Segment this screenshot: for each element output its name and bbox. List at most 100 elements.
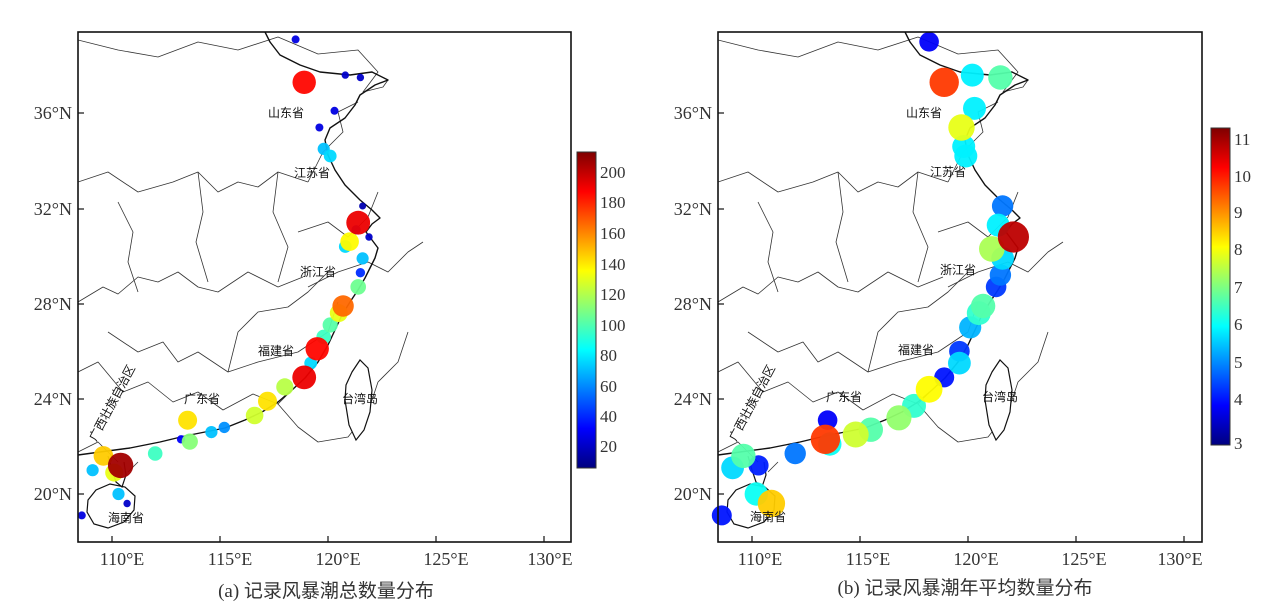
x-tick-110-b: 110°E xyxy=(738,549,783,569)
station-marker-b-29 xyxy=(842,421,869,448)
station-marker-b-23 xyxy=(988,65,1013,90)
station-marker-b-26 xyxy=(731,443,756,469)
province-label-shandong-b: 山东省 xyxy=(906,106,942,120)
map-a-basemap xyxy=(78,32,424,529)
y-tick-labels-b: 36°N 32°N 28°N 24°N 20°N xyxy=(674,103,712,504)
station-marker-b-14 xyxy=(960,63,984,87)
x-tick-130: 130°E xyxy=(527,549,572,569)
station-marker-b-27 xyxy=(886,405,912,431)
cb-b-tick-5: 5 xyxy=(1234,353,1243,372)
station-marker-a-37 xyxy=(346,210,371,235)
cb-b-tick-9: 9 xyxy=(1234,203,1243,222)
province-label-hainan-b: 海南省 xyxy=(750,509,786,524)
station-marker-a-25 xyxy=(181,433,198,450)
station-marker-b-7 xyxy=(991,195,1014,217)
province-label-taiwan-b: 台湾岛 xyxy=(982,389,1018,404)
cb-b-tick-7: 7 xyxy=(1234,278,1243,297)
station-marker-b-17 xyxy=(954,144,978,168)
cb-a-tick-40: 40 xyxy=(600,407,617,426)
map-b-frame xyxy=(717,31,1203,543)
colorbar-b-gradient xyxy=(1210,127,1231,446)
taiwan-a xyxy=(344,359,373,442)
station-marker-a-24 xyxy=(350,279,367,295)
x-tick-labels-b: 110°E 115°E 120°E 125°E 130°E xyxy=(738,549,1203,569)
caption-a: (a) 记录风暴潮总数量分布 xyxy=(218,580,434,602)
province-label-guangdong: 广东省 xyxy=(184,392,220,406)
map-b-basemap xyxy=(718,32,1064,529)
x-tick-120-b: 120°E xyxy=(953,549,998,569)
station-marker-b-24 xyxy=(970,293,996,319)
station-marker-a-38 xyxy=(292,365,317,390)
station-marker-a-3 xyxy=(365,233,373,241)
taiwan-b xyxy=(984,359,1013,442)
station-marker-b-9 xyxy=(784,442,806,465)
cb-b-tick-6: 6 xyxy=(1234,315,1243,334)
x-tick-125: 125°E xyxy=(423,549,468,569)
station-marker-a-18 xyxy=(323,149,337,163)
station-marker-b-8 xyxy=(989,264,1012,286)
province-label-jiangsu: 江苏省 xyxy=(294,166,330,180)
x-tick-labels-a: 110°E 115°E 120°E 125°E 130°E xyxy=(100,549,573,569)
province-label-fujian-b: 福建省 xyxy=(898,342,934,357)
station-marker-a-4 xyxy=(123,499,131,508)
station-marker-a-27 xyxy=(245,406,264,425)
cb-a-tick-20: 20 xyxy=(600,437,617,456)
x-tick-110: 110°E xyxy=(100,549,145,569)
cb-b-tick-4: 4 xyxy=(1234,390,1243,409)
y-tick-28: 28°N xyxy=(34,294,72,314)
colorbar-a xyxy=(576,151,597,469)
station-marker-a-23 xyxy=(322,317,338,333)
province-label-zhejiang-b: 浙江省 xyxy=(940,263,976,277)
station-marker-a-22 xyxy=(147,446,163,461)
colorbar-a-gradient xyxy=(576,151,597,469)
y-tick-32: 32°N xyxy=(34,199,72,219)
station-marker-b-12 xyxy=(948,351,971,375)
stations-a xyxy=(77,35,373,520)
station-marker-a-12 xyxy=(218,421,230,434)
station-marker-b-33 xyxy=(929,67,959,98)
station-marker-a-14 xyxy=(356,252,369,265)
cb-b-tick-3: 3 xyxy=(1234,434,1243,453)
station-marker-a-17 xyxy=(112,487,125,501)
province-label-fujian: 福建省 xyxy=(258,343,294,358)
x-tick-115: 115°E xyxy=(208,549,253,569)
x-ticks-b xyxy=(751,536,1185,542)
station-marker-b-28 xyxy=(979,236,1005,262)
y-tick-20-b: 20°N xyxy=(674,484,712,504)
cb-a-tick-180: 180 xyxy=(600,193,626,212)
province-label-zhejiang: 浙江省 xyxy=(300,265,336,279)
panel-b: 山东省 江苏省 浙江省 福建省 广东省 台湾岛 海南省 广西壮族自治区 110°… xyxy=(674,31,1251,599)
station-marker-a-33 xyxy=(93,446,114,466)
station-marker-a-0 xyxy=(359,202,367,210)
y-tick-24-b: 24°N xyxy=(674,389,712,409)
stations-b xyxy=(711,32,1029,526)
y-tick-24: 24°N xyxy=(34,389,72,409)
y-ticks-a xyxy=(78,112,84,495)
station-marker-b-3 xyxy=(711,505,732,526)
x-tick-120: 120°E xyxy=(315,549,360,569)
station-marker-a-8 xyxy=(77,511,86,520)
cb-a-tick-120: 120 xyxy=(600,285,626,304)
station-marker-a-1 xyxy=(341,71,349,79)
y-tick-36-b: 36°N xyxy=(674,103,712,123)
cb-a-tick-80: 80 xyxy=(600,346,617,365)
province-label-hainan: 海南省 xyxy=(108,510,144,525)
cb-b-tick-8: 8 xyxy=(1234,240,1243,259)
y-tick-32-b: 32°N xyxy=(674,199,712,219)
station-marker-b-34 xyxy=(810,424,841,454)
x-tick-130-b: 130°E xyxy=(1157,549,1202,569)
cb-a-tick-160: 160 xyxy=(600,224,626,243)
y-tick-36: 36°N xyxy=(34,103,72,123)
station-marker-a-35 xyxy=(292,70,316,95)
station-marker-b-30 xyxy=(948,114,975,141)
province-label-taiwan: 台湾岛 xyxy=(342,391,378,406)
station-marker-b-0 xyxy=(919,32,939,52)
cb-a-tick-140: 140 xyxy=(600,255,626,274)
caption-b: (b) 记录风暴潮年平均数量分布 xyxy=(838,577,1093,599)
station-marker-a-2 xyxy=(356,73,365,82)
station-marker-b-35 xyxy=(997,221,1029,253)
province-label-guangxi-b: 广西壮族自治区 xyxy=(726,363,778,444)
province-label-shandong: 山东省 xyxy=(268,106,304,120)
station-marker-a-26 xyxy=(276,378,294,396)
